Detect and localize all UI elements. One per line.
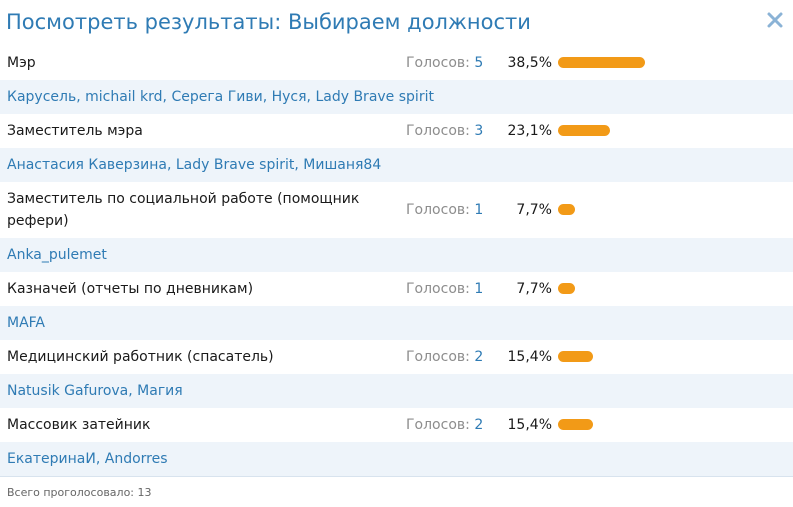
voter-link[interactable]: Карусель — [7, 89, 77, 105]
voter-link[interactable]: Анастасия Каверзина — [7, 157, 167, 173]
option-label: Мэр — [7, 55, 36, 71]
voters-list: Anka_pulemet — [7, 245, 107, 265]
voter-link[interactable]: Natusik Gafurova — [7, 383, 129, 399]
voter-link[interactable]: Нуся — [271, 89, 307, 105]
voter-link[interactable]: michail krd — [85, 89, 163, 105]
voter-link[interactable]: Anka_pulemet — [7, 247, 107, 263]
option-label: Заместитель мэра — [7, 123, 143, 139]
vote-count-label: Голосов: — [406, 417, 470, 433]
vote-count: Голосов: 2 — [406, 347, 483, 367]
voter-link[interactable]: Мишаня84 — [303, 157, 382, 173]
result-option-row: Массовик затейник Голосов: 2 15,4% — [0, 408, 793, 442]
vote-percent: 15,4% — [507, 417, 552, 433]
option-label: Заместитель по социальной работе (помощн… — [7, 191, 360, 229]
result-bar — [558, 351, 593, 362]
voters-list: ЕкатеринаИ, Andorres — [7, 449, 168, 469]
dialog-header: Посмотреть результаты: Выбираем должност… — [0, 0, 793, 47]
vote-count-label: Голосов: — [406, 349, 470, 365]
voters-row: Natusik Gafurova, Магия — [0, 374, 793, 408]
voter-link[interactable]: ЕкатеринаИ — [7, 451, 96, 467]
vote-count-value: 1 — [474, 281, 484, 297]
vote-count-label: Голосов: — [406, 202, 470, 218]
voters-list: Анастасия Каверзина, Lady Brave spirit, … — [7, 155, 381, 175]
voter-link[interactable]: Andorres — [104, 451, 168, 467]
voter-link[interactable]: Магия — [137, 383, 183, 399]
vote-percent: 7,7% — [516, 281, 552, 297]
result-option-row: Заместитель мэра Голосов: 3 23,1% — [0, 114, 793, 148]
results-list: Мэр Голосов: 5 38,5% Карусель, michail k… — [0, 46, 793, 476]
voters-row: Anka_pulemet — [0, 238, 793, 272]
total-votes-label: Всего проголосовало: — [7, 486, 135, 499]
voter-link[interactable]: MAFA — [7, 315, 46, 331]
voter-separator: , — [95, 451, 105, 467]
vote-count-value: 3 — [474, 123, 484, 139]
voter-separator: , — [162, 89, 172, 105]
option-label: Массовик затейник — [7, 417, 151, 433]
vote-count: Голосов: 3 — [406, 121, 483, 141]
voter-link[interactable]: Серега Гиви — [171, 89, 263, 105]
vote-count: Голосов: 1 — [406, 200, 483, 220]
result-option-row: Мэр Голосов: 5 38,5% — [0, 46, 793, 80]
vote-count: Голосов: 2 — [406, 415, 483, 435]
vote-count: Голосов: 1 — [406, 279, 483, 299]
vote-count-label: Голосов: — [406, 281, 470, 297]
voters-list: MAFA — [7, 313, 45, 333]
result-bar — [558, 419, 593, 430]
voters-row: ЕкатеринаИ, Andorres — [0, 442, 793, 476]
total-votes: Всего проголосовало: 13 — [7, 486, 152, 500]
result-bar — [558, 57, 645, 68]
vote-count-label: Голосов: — [406, 55, 470, 71]
vote-percent: 23,1% — [507, 123, 552, 139]
result-option-row: Медицинский работник (спасатель) Голосов… — [0, 340, 793, 374]
voters-list: Natusik Gafurova, Магия — [7, 381, 183, 401]
voter-separator: , — [166, 157, 176, 173]
vote-percent: 38,5% — [507, 55, 552, 71]
result-option-row: Казначей (отчеты по дневникам) Голосов: … — [0, 272, 793, 306]
vote-count: Голосов: 5 — [406, 53, 483, 73]
voter-separator: , — [294, 157, 304, 173]
result-bar — [558, 283, 575, 294]
total-votes-value: 13 — [137, 486, 152, 499]
voter-separator: , — [128, 383, 138, 399]
voters-row: Анастасия Каверзина, Lady Brave spirit, … — [0, 148, 793, 182]
voters-list: Карусель, michail krd, Серега Гиви, Нуся… — [7, 87, 434, 107]
option-label: Казначей (отчеты по дневникам) — [7, 281, 254, 297]
vote-count-value: 2 — [474, 349, 484, 365]
close-icon[interactable] — [765, 10, 785, 30]
vote-percent: 7,7% — [516, 202, 552, 218]
dialog-title: Посмотреть результаты: Выбираем должност… — [6, 10, 531, 34]
voter-link[interactable]: Lady Brave spirit — [175, 157, 295, 173]
vote-percent: 15,4% — [507, 349, 552, 365]
result-bar — [558, 204, 575, 215]
dialog-footer: Всего проголосовало: 13 — [0, 476, 793, 507]
result-bar — [558, 125, 610, 136]
vote-count-value: 1 — [474, 202, 484, 218]
vote-count-value: 5 — [474, 55, 484, 71]
voter-separator: , — [306, 89, 316, 105]
voter-separator: , — [262, 89, 272, 105]
vote-count-value: 2 — [474, 417, 484, 433]
result-option-row: Заместитель по социальной работе (помощн… — [0, 182, 793, 238]
voters-row: MAFA — [0, 306, 793, 340]
vote-count-label: Голосов: — [406, 123, 470, 139]
option-label: Медицинский работник (спасатель) — [7, 349, 274, 365]
voters-row: Карусель, michail krd, Серега Гиви, Нуся… — [0, 80, 793, 114]
voter-link[interactable]: Lady Brave spirit — [315, 89, 434, 105]
voter-separator: , — [76, 89, 86, 105]
